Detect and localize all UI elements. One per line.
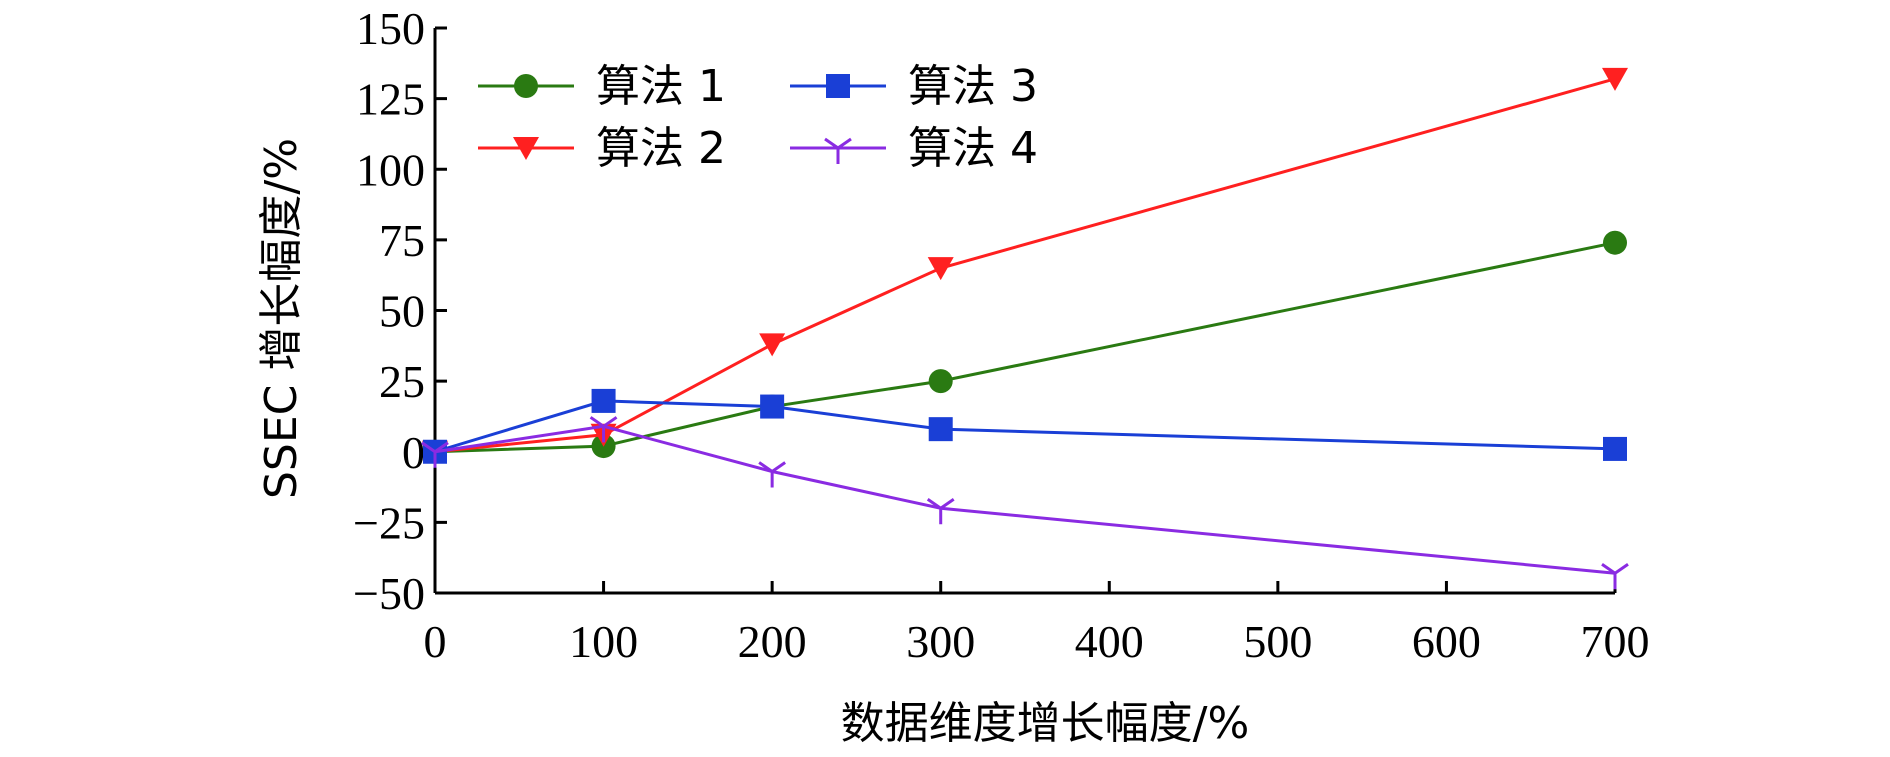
x-tick-label: 200 <box>738 616 807 667</box>
y-tick-label: 125 <box>356 74 425 125</box>
legend-item: 算法 1 <box>478 61 726 112</box>
data-point <box>760 394 785 419</box>
x-tick-label: 400 <box>1075 616 1144 667</box>
y-tick-label: 75 <box>379 215 425 266</box>
legend-item: 算法 2 <box>478 123 726 174</box>
data-point <box>591 388 616 413</box>
x-axis-ticks: 0 100 200 300 400 500 600 700 <box>424 581 1650 667</box>
legend-marker <box>826 74 850 98</box>
data-point <box>928 369 953 394</box>
x-tick-label: 500 <box>1243 616 1312 667</box>
data-point <box>1603 436 1627 461</box>
data-point <box>589 416 618 443</box>
data-point <box>1601 562 1629 590</box>
legend-label: 算法 4 <box>908 123 1038 174</box>
legend-marker <box>513 137 539 160</box>
data-point <box>928 417 953 442</box>
y-tick-label: 150 <box>356 3 425 54</box>
y-tick-label: 100 <box>356 144 425 195</box>
y-axis-ticks: −50 −25 0 25 50 75 100 125 150 <box>353 3 447 619</box>
series-3 <box>423 388 1627 464</box>
data-point <box>1602 67 1628 91</box>
y-tick-label: 50 <box>379 286 425 337</box>
legend-item: 算法 3 <box>790 61 1038 112</box>
x-tick-label: 600 <box>1412 616 1481 667</box>
y-tick-label: 0 <box>402 427 425 478</box>
data-point <box>421 441 449 468</box>
x-tick-label: 700 <box>1581 616 1650 667</box>
series-4 <box>421 416 1629 590</box>
y-tick-label: −25 <box>353 497 425 548</box>
y-axis-title: SSEC 增长幅度/% <box>256 138 307 499</box>
y-tick-label: −50 <box>353 568 425 619</box>
x-axis-title: 数据维度增长幅度/% <box>841 698 1250 749</box>
legend-marker <box>514 74 538 98</box>
legend-label: 算法 3 <box>908 61 1038 112</box>
data-point <box>927 257 954 281</box>
series-group <box>421 67 1629 590</box>
legend-label: 算法 2 <box>596 123 726 174</box>
data-point <box>926 498 955 525</box>
data-point <box>1603 230 1627 255</box>
x-tick-label: 300 <box>906 616 975 667</box>
legend-label: 算法 1 <box>596 61 726 112</box>
x-tick-label: 100 <box>569 616 638 667</box>
x-tick-label: 0 <box>424 616 447 667</box>
data-point <box>759 333 786 357</box>
axes <box>433 28 1615 595</box>
legend-item: 算法 4 <box>790 123 1038 174</box>
legend-marker <box>824 137 852 164</box>
legend: 算法 1 算法 2 算法 3 算法 4 <box>478 61 1038 174</box>
y-tick-label: 25 <box>379 356 425 407</box>
data-point <box>758 461 786 488</box>
